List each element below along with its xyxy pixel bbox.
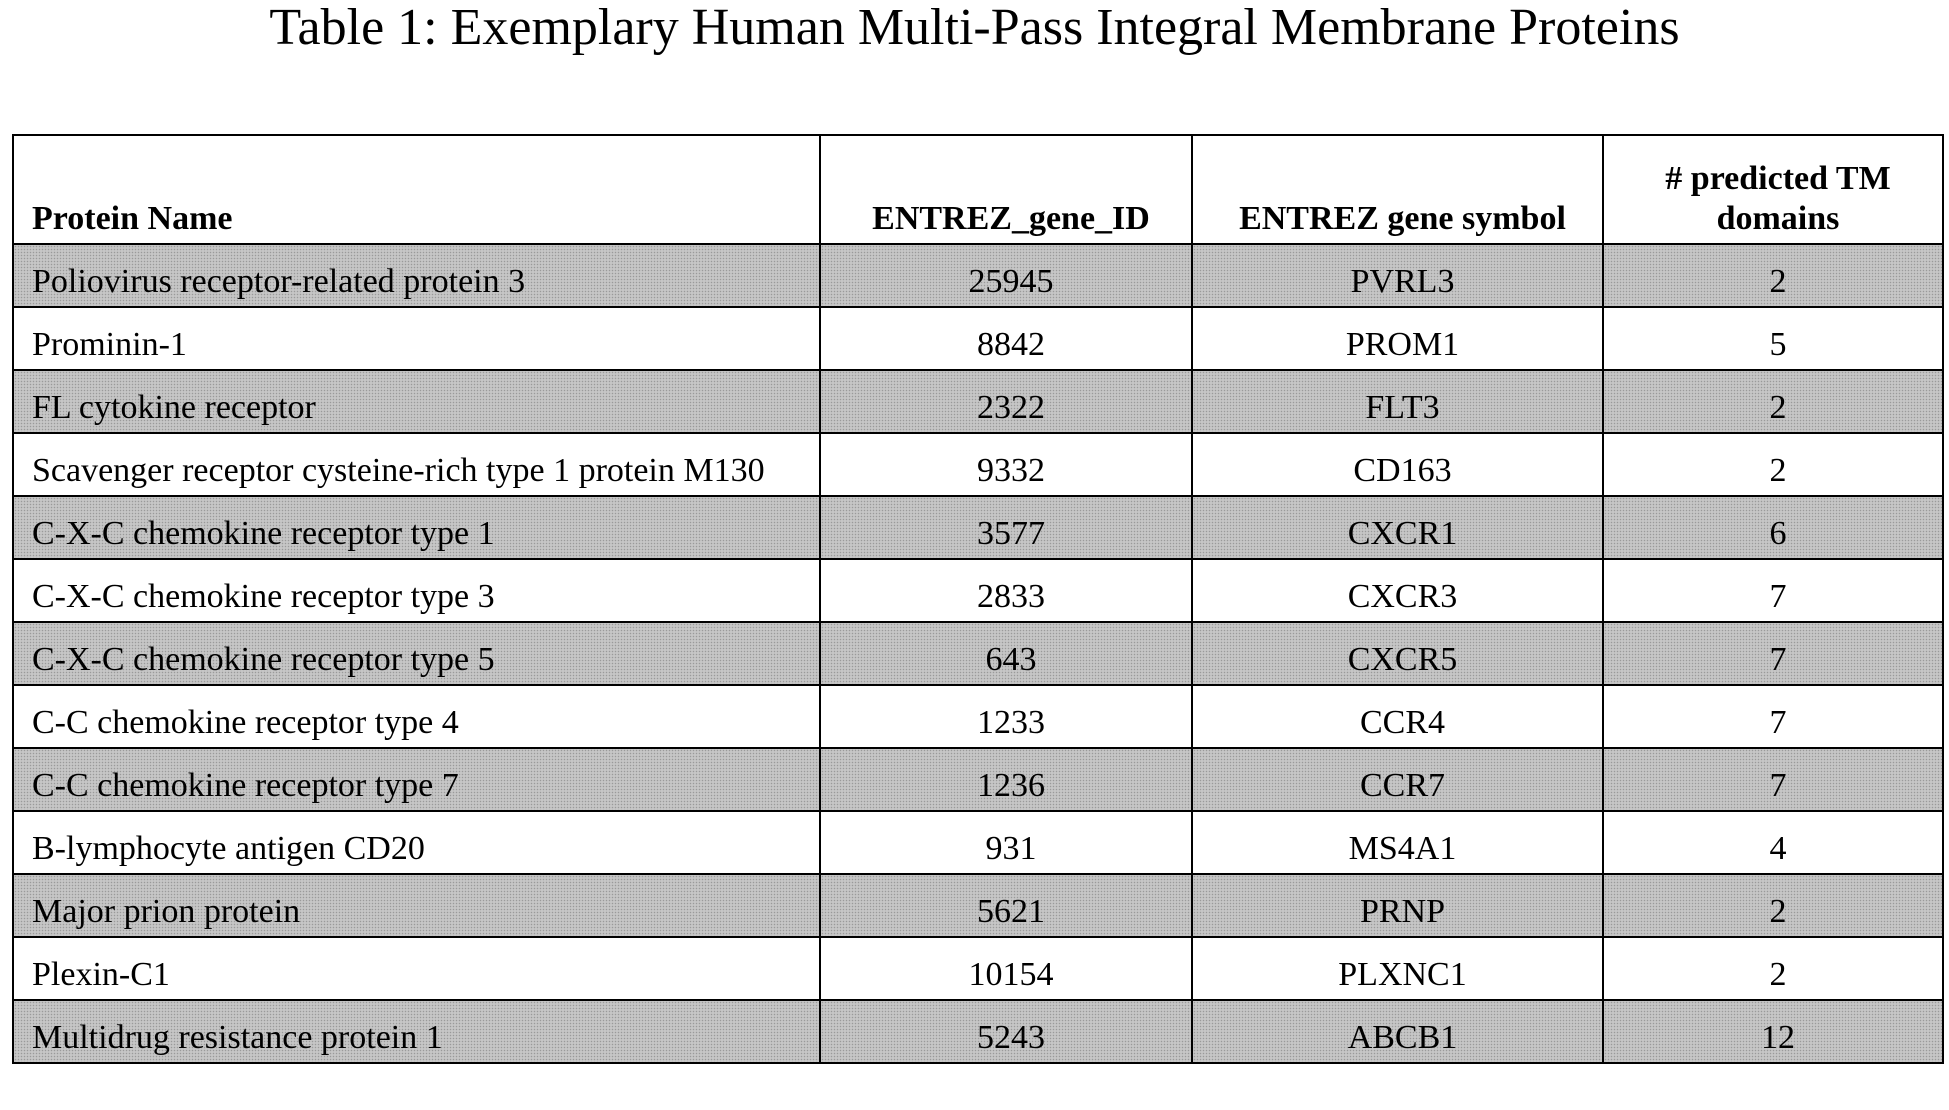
table-cell: 25945 xyxy=(820,244,1192,307)
table-cell: 5243 xyxy=(820,1000,1192,1063)
table-cell: PRNP xyxy=(1192,874,1603,937)
table-cell: Major prion protein xyxy=(13,874,820,937)
table-cell: Plexin-C1 xyxy=(13,937,820,1000)
table-cell: 5621 xyxy=(820,874,1192,937)
table-cell: 2322 xyxy=(820,370,1192,433)
table-title: Table 1: Exemplary Human Multi-Pass Inte… xyxy=(0,0,1949,56)
table-cell: C-X-C chemokine receptor type 5 xyxy=(13,622,820,685)
table-cell: CCR7 xyxy=(1192,748,1603,811)
table-row: C-C chemokine receptor type 41233CCR47 xyxy=(13,685,1943,748)
table-cell: 7 xyxy=(1603,685,1943,748)
table-cell: 8842 xyxy=(820,307,1192,370)
table-cell: CXCR5 xyxy=(1192,622,1603,685)
table-cell: Prominin-1 xyxy=(13,307,820,370)
table-cell: 643 xyxy=(820,622,1192,685)
table-cell: FLT3 xyxy=(1192,370,1603,433)
table-cell: B-lymphocyte antigen CD20 xyxy=(13,811,820,874)
table-cell: 12 xyxy=(1603,1000,1943,1063)
table-cell: 4 xyxy=(1603,811,1943,874)
table-cell: 931 xyxy=(820,811,1192,874)
column-header: # predicted TM domains xyxy=(1603,135,1943,244)
table-cell: 10154 xyxy=(820,937,1192,1000)
table-cell: 3577 xyxy=(820,496,1192,559)
table-cell: Scavenger receptor cysteine-rich type 1 … xyxy=(13,433,820,496)
table-cell: 6 xyxy=(1603,496,1943,559)
table-row: C-C chemokine receptor type 71236CCR77 xyxy=(13,748,1943,811)
table-cell: 7 xyxy=(1603,622,1943,685)
table-cell: 2 xyxy=(1603,244,1943,307)
table-cell: 2833 xyxy=(820,559,1192,622)
table-row: FL cytokine receptor2322FLT32 xyxy=(13,370,1943,433)
table-cell: 1233 xyxy=(820,685,1192,748)
table-row: Multidrug resistance protein 15243ABCB11… xyxy=(13,1000,1943,1063)
table-cell: 7 xyxy=(1603,559,1943,622)
table-cell: CXCR3 xyxy=(1192,559,1603,622)
table-cell: FL cytokine receptor xyxy=(13,370,820,433)
table-cell: Poliovirus receptor-related protein 3 xyxy=(13,244,820,307)
table-row: C-X-C chemokine receptor type 32833CXCR3… xyxy=(13,559,1943,622)
table-cell: PVRL3 xyxy=(1192,244,1603,307)
table-cell: MS4A1 xyxy=(1192,811,1603,874)
table-cell: 2 xyxy=(1603,370,1943,433)
column-header: ENTREZ gene symbol xyxy=(1192,135,1603,244)
header-row: Protein NameENTREZ_gene_IDENTREZ gene sy… xyxy=(13,135,1943,244)
table-cell: ABCB1 xyxy=(1192,1000,1603,1063)
table-cell: 7 xyxy=(1603,748,1943,811)
table-cell: C-X-C chemokine receptor type 3 xyxy=(13,559,820,622)
protein-table: Protein NameENTREZ_gene_IDENTREZ gene sy… xyxy=(12,134,1944,1064)
table-cell: Multidrug resistance protein 1 xyxy=(13,1000,820,1063)
table-cell: CCR4 xyxy=(1192,685,1603,748)
table-cell: 1236 xyxy=(820,748,1192,811)
table-row: B-lymphocyte antigen CD20931MS4A14 xyxy=(13,811,1943,874)
table-row: C-X-C chemokine receptor type 13577CXCR1… xyxy=(13,496,1943,559)
table-cell: 2 xyxy=(1603,433,1943,496)
table-cell: C-C chemokine receptor type 7 xyxy=(13,748,820,811)
table-row: Plexin-C110154PLXNC12 xyxy=(13,937,1943,1000)
column-header: Protein Name xyxy=(13,135,820,244)
table-cell: PLXNC1 xyxy=(1192,937,1603,1000)
table-row: Poliovirus receptor-related protein 3259… xyxy=(13,244,1943,307)
table-row: Scavenger receptor cysteine-rich type 1 … xyxy=(13,433,1943,496)
table-row: C-X-C chemokine receptor type 5643CXCR57 xyxy=(13,622,1943,685)
table-cell: 9332 xyxy=(820,433,1192,496)
table-cell: 2 xyxy=(1603,937,1943,1000)
table-cell: 5 xyxy=(1603,307,1943,370)
table-cell: 2 xyxy=(1603,874,1943,937)
table-cell: CD163 xyxy=(1192,433,1603,496)
table-cell: PROM1 xyxy=(1192,307,1603,370)
table-cell: CXCR1 xyxy=(1192,496,1603,559)
table-row: Prominin-18842PROM15 xyxy=(13,307,1943,370)
table-row: Major prion protein5621PRNP2 xyxy=(13,874,1943,937)
table-cell: C-C chemokine receptor type 4 xyxy=(13,685,820,748)
column-header: ENTREZ_gene_ID xyxy=(820,135,1192,244)
table-cell: C-X-C chemokine receptor type 1 xyxy=(13,496,820,559)
